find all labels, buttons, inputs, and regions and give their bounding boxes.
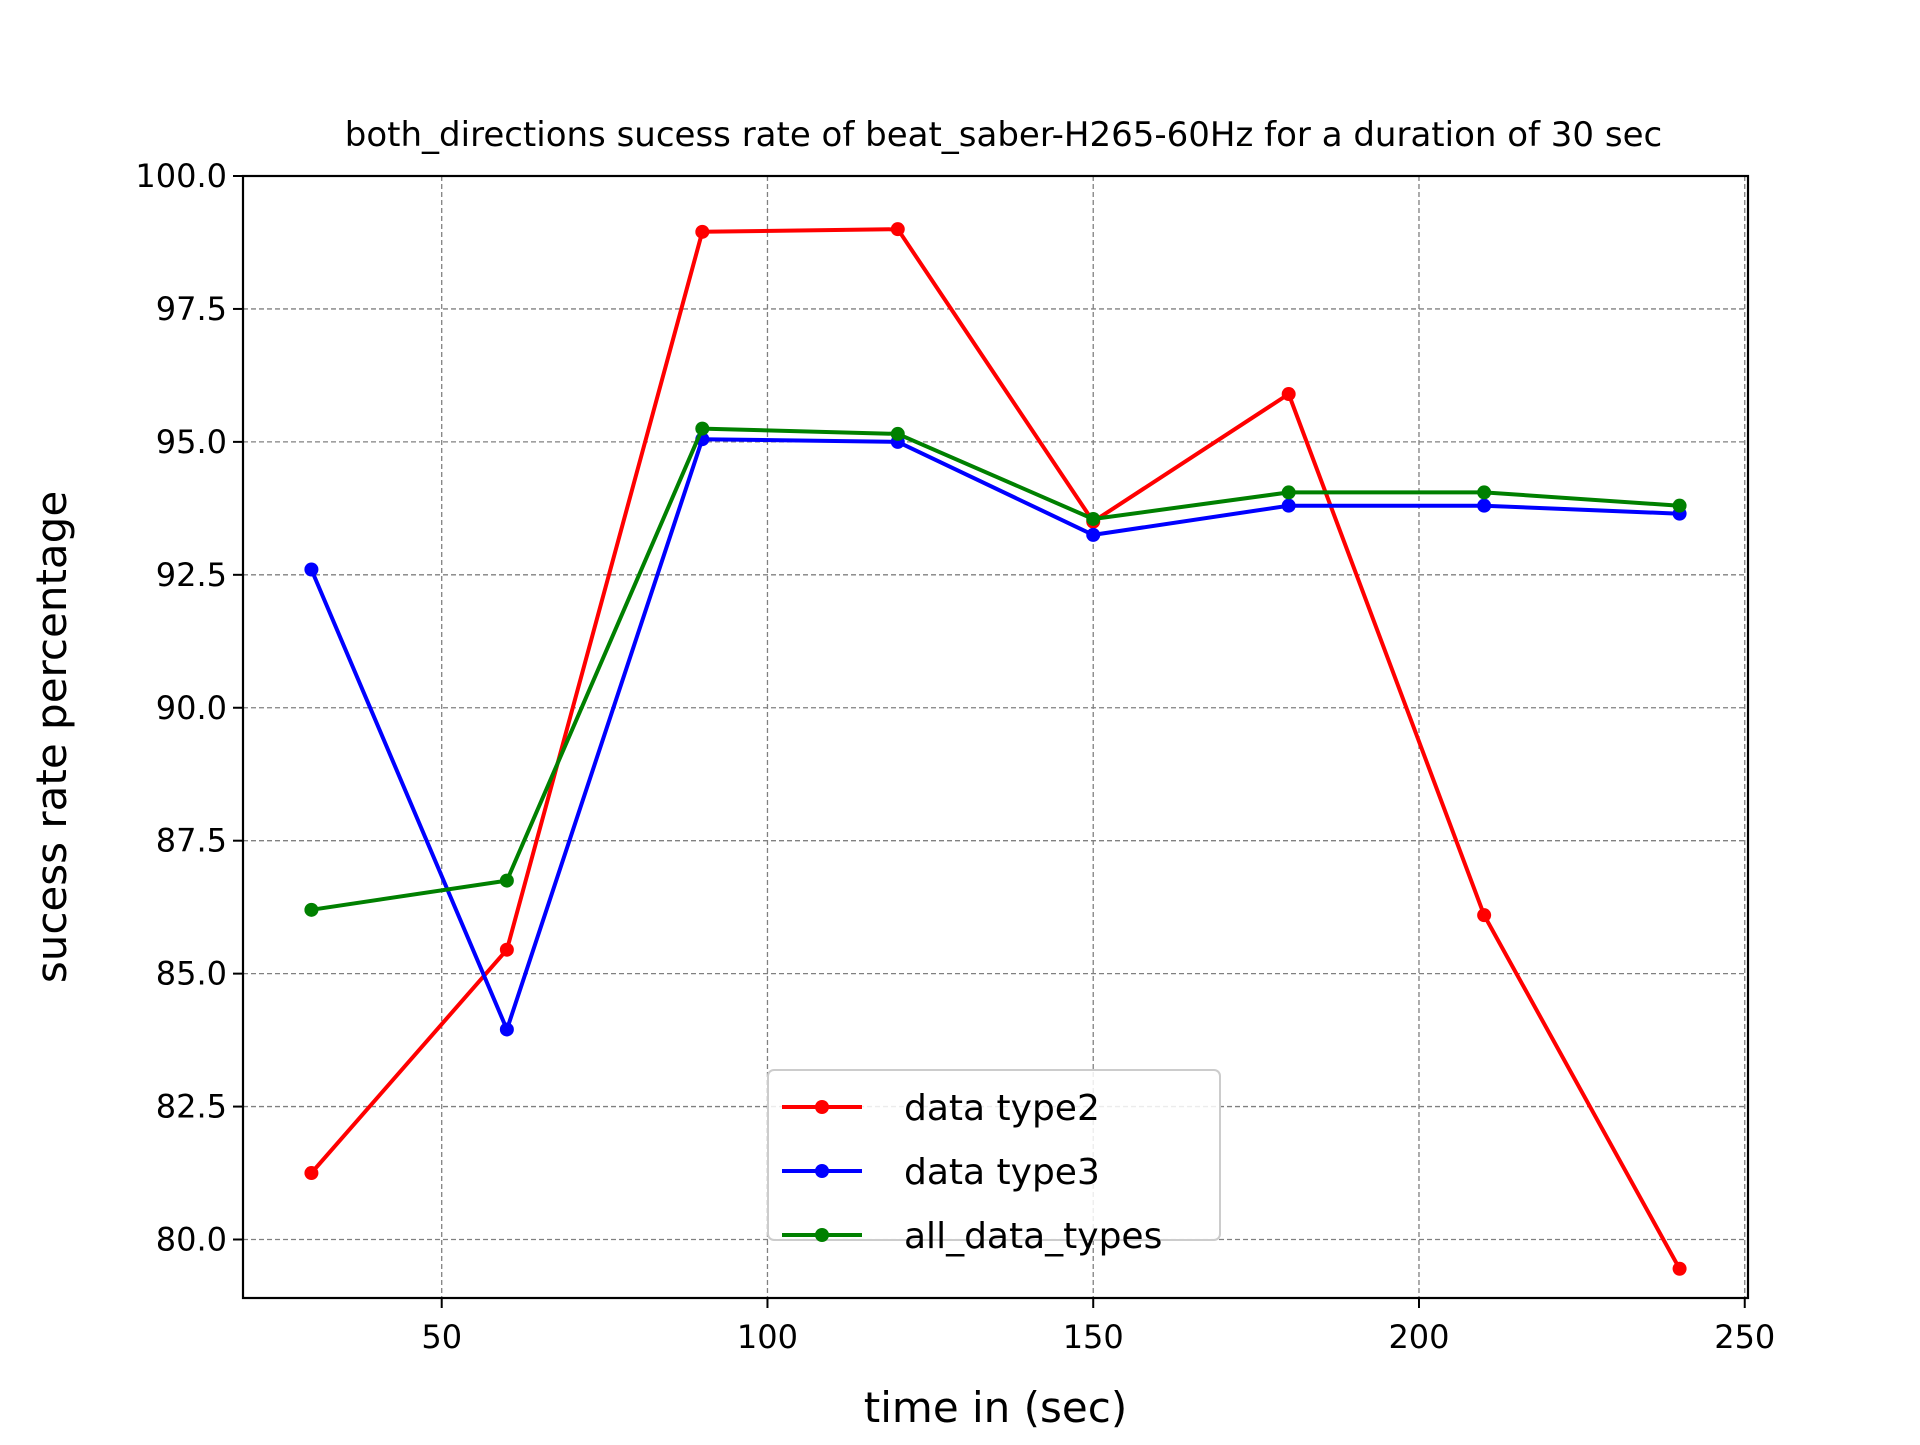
y-tick-label: 80.0 — [156, 1221, 227, 1259]
x-tick-label: 100 — [737, 1318, 798, 1356]
y-tick-label: 95.0 — [156, 423, 227, 461]
data-point — [499, 942, 514, 957]
y-tick-label: 82.5 — [156, 1088, 227, 1126]
data-point — [304, 562, 319, 577]
data-point — [499, 1022, 514, 1037]
series-lines — [304, 222, 1687, 1276]
y-tick-label: 90.0 — [156, 689, 227, 727]
y-tick-label: 87.5 — [156, 822, 227, 860]
x-tick-label: 50 — [421, 1318, 462, 1356]
y-tick-label: 85.0 — [156, 955, 227, 993]
y-axis-label: sucess rate percentage — [27, 491, 76, 983]
legend-swatch-marker — [815, 1100, 829, 1114]
data-point — [1672, 1261, 1687, 1276]
data-point — [890, 222, 905, 237]
plot-frame — [241, 174, 1750, 1300]
data-point — [499, 873, 514, 888]
series-line-0 — [309, 227, 1682, 1270]
series-line-2 — [311, 426, 1680, 912]
legend: data type2 data type3 all_data_types — [767, 1069, 1221, 1257]
series-line-1 — [309, 437, 1680, 1032]
legend-swatch-marker — [815, 1228, 829, 1242]
x-tick-label: 200 — [1388, 1318, 1449, 1356]
data-point — [1477, 485, 1492, 500]
legend-swatch-marker — [815, 1164, 829, 1178]
data-point — [1477, 498, 1492, 513]
y-tick-label: 92.5 — [156, 556, 227, 594]
data-point — [1281, 485, 1296, 500]
data-point — [890, 426, 905, 441]
data-point — [1281, 387, 1296, 402]
legend-label: data type2 — [904, 1088, 1100, 1129]
y-tick-label: 100.0 — [135, 157, 227, 195]
data-point — [1477, 908, 1492, 923]
data-point — [304, 902, 319, 917]
x-tick-label: 150 — [1063, 1318, 1124, 1356]
x-axis-label: time in (sec) — [864, 1383, 1127, 1432]
data-point — [1086, 527, 1101, 542]
data-point — [1672, 498, 1687, 513]
legend-label: data type3 — [904, 1152, 1100, 1193]
x-tick-label: 250 — [1714, 1318, 1775, 1356]
chart-title: both_directions sucess rate of beat_sabe… — [345, 115, 1662, 155]
data-point — [1086, 511, 1101, 526]
data-point — [1281, 498, 1296, 513]
y-tick-label: 97.5 — [156, 290, 227, 328]
data-point — [695, 224, 710, 239]
legend-label: all_data_types — [904, 1216, 1162, 1257]
data-point — [304, 1166, 319, 1181]
data-point — [695, 421, 710, 436]
axis-ticks: 50 100 150 200 250 80.0 82.5 85.0 87.5 90.0 92.5 95… — [135, 157, 1775, 1356]
legend-box — [767, 1069, 1221, 1241]
